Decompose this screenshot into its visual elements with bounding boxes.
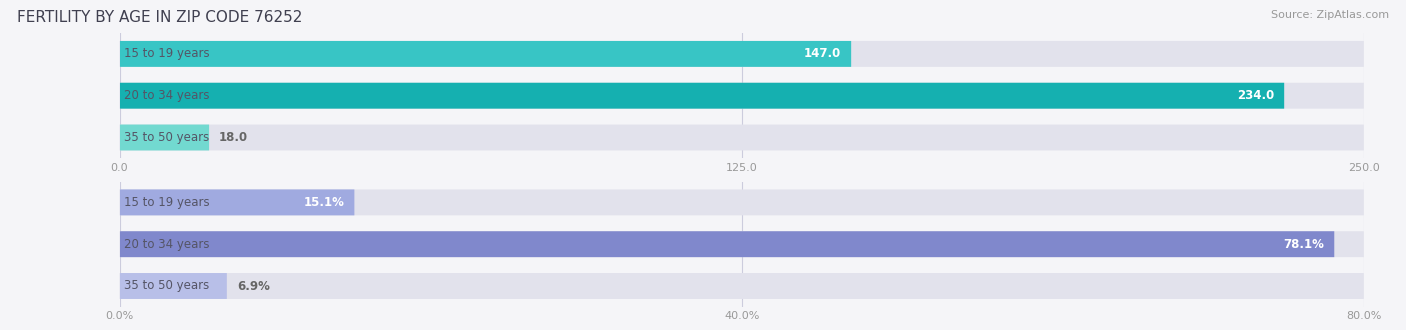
FancyBboxPatch shape: [120, 273, 1364, 299]
Text: 35 to 50 years: 35 to 50 years: [125, 280, 209, 292]
Text: 147.0: 147.0: [804, 48, 841, 60]
Text: 78.1%: 78.1%: [1284, 238, 1324, 251]
FancyBboxPatch shape: [120, 231, 1364, 257]
Text: 15 to 19 years: 15 to 19 years: [125, 196, 209, 209]
Text: 15 to 19 years: 15 to 19 years: [125, 48, 209, 60]
FancyBboxPatch shape: [120, 41, 1364, 67]
FancyBboxPatch shape: [120, 83, 1364, 109]
FancyBboxPatch shape: [120, 189, 354, 215]
Text: 18.0: 18.0: [219, 131, 249, 144]
Text: Source: ZipAtlas.com: Source: ZipAtlas.com: [1271, 10, 1389, 20]
Text: 6.9%: 6.9%: [236, 280, 270, 292]
Text: 35 to 50 years: 35 to 50 years: [125, 131, 209, 144]
FancyBboxPatch shape: [120, 83, 1284, 109]
Text: FERTILITY BY AGE IN ZIP CODE 76252: FERTILITY BY AGE IN ZIP CODE 76252: [17, 10, 302, 25]
FancyBboxPatch shape: [120, 231, 1334, 257]
FancyBboxPatch shape: [120, 41, 851, 67]
Text: 20 to 34 years: 20 to 34 years: [125, 238, 209, 251]
Text: 15.1%: 15.1%: [304, 196, 344, 209]
Text: 20 to 34 years: 20 to 34 years: [125, 89, 209, 102]
FancyBboxPatch shape: [120, 124, 209, 150]
Text: 234.0: 234.0: [1237, 89, 1274, 102]
FancyBboxPatch shape: [120, 189, 1364, 215]
FancyBboxPatch shape: [120, 124, 1364, 150]
FancyBboxPatch shape: [120, 273, 226, 299]
